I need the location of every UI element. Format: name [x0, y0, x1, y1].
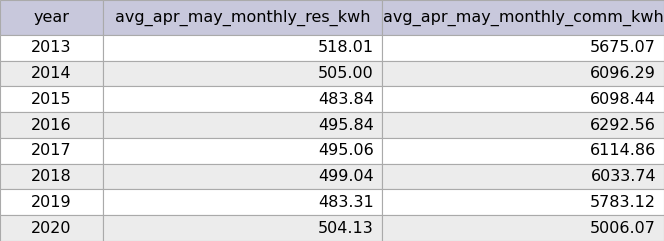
Text: 5006.07: 5006.07 — [590, 221, 656, 236]
Text: 495.06: 495.06 — [318, 143, 374, 158]
Text: 2016: 2016 — [31, 118, 72, 133]
FancyBboxPatch shape — [382, 112, 664, 138]
FancyBboxPatch shape — [0, 164, 103, 189]
Text: 6096.29: 6096.29 — [590, 66, 656, 81]
Text: 504.13: 504.13 — [318, 221, 374, 236]
FancyBboxPatch shape — [103, 189, 382, 215]
FancyBboxPatch shape — [382, 35, 664, 61]
FancyBboxPatch shape — [382, 61, 664, 87]
FancyBboxPatch shape — [382, 138, 664, 164]
Text: 2017: 2017 — [31, 143, 72, 158]
FancyBboxPatch shape — [0, 35, 103, 61]
Text: 5675.07: 5675.07 — [590, 40, 656, 55]
FancyBboxPatch shape — [0, 189, 103, 215]
Text: 5783.12: 5783.12 — [590, 195, 656, 210]
Text: 505.00: 505.00 — [318, 66, 374, 81]
FancyBboxPatch shape — [103, 87, 382, 112]
FancyBboxPatch shape — [0, 87, 103, 112]
FancyBboxPatch shape — [382, 189, 664, 215]
Text: 495.84: 495.84 — [318, 118, 374, 133]
Text: 6292.56: 6292.56 — [590, 118, 656, 133]
FancyBboxPatch shape — [0, 138, 103, 164]
Text: 2018: 2018 — [31, 169, 72, 184]
FancyBboxPatch shape — [103, 61, 382, 87]
Text: 483.84: 483.84 — [318, 92, 374, 107]
Text: 518.01: 518.01 — [317, 40, 374, 55]
FancyBboxPatch shape — [382, 0, 664, 35]
FancyBboxPatch shape — [103, 0, 382, 35]
FancyBboxPatch shape — [382, 164, 664, 189]
Text: year: year — [33, 10, 70, 25]
Text: 499.04: 499.04 — [318, 169, 374, 184]
Text: 2019: 2019 — [31, 195, 72, 210]
Text: 2020: 2020 — [31, 221, 72, 236]
FancyBboxPatch shape — [0, 0, 103, 35]
FancyBboxPatch shape — [103, 164, 382, 189]
FancyBboxPatch shape — [103, 138, 382, 164]
Text: avg_apr_may_monthly_res_kwh: avg_apr_may_monthly_res_kwh — [115, 9, 370, 26]
FancyBboxPatch shape — [382, 87, 664, 112]
Text: 6098.44: 6098.44 — [590, 92, 656, 107]
FancyBboxPatch shape — [0, 215, 103, 241]
Text: 483.31: 483.31 — [318, 195, 374, 210]
FancyBboxPatch shape — [0, 112, 103, 138]
Text: 2014: 2014 — [31, 66, 72, 81]
FancyBboxPatch shape — [103, 35, 382, 61]
Text: 6114.86: 6114.86 — [590, 143, 656, 158]
FancyBboxPatch shape — [103, 215, 382, 241]
FancyBboxPatch shape — [103, 112, 382, 138]
Text: avg_apr_may_monthly_comm_kwh: avg_apr_may_monthly_comm_kwh — [382, 9, 663, 26]
Text: 2015: 2015 — [31, 92, 72, 107]
FancyBboxPatch shape — [0, 61, 103, 87]
FancyBboxPatch shape — [382, 215, 664, 241]
Text: 6033.74: 6033.74 — [590, 169, 656, 184]
Text: 2013: 2013 — [31, 40, 72, 55]
